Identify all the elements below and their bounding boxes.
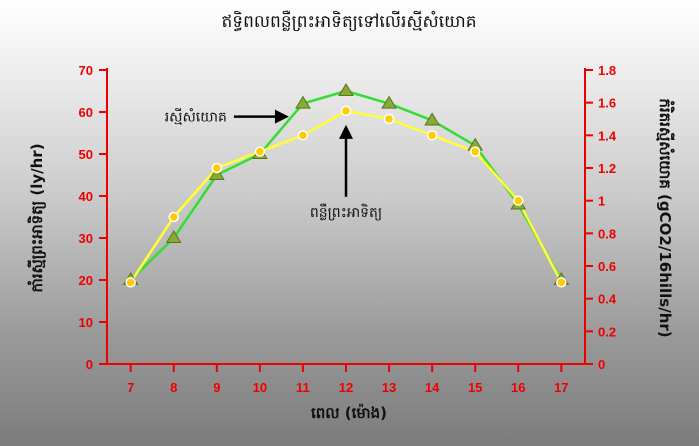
data-point bbox=[338, 83, 354, 97]
y-tick-label-left: 40 bbox=[79, 189, 93, 204]
y-tick-label-right: 1.8 bbox=[598, 63, 616, 78]
x-tick-label: 10 bbox=[253, 380, 267, 395]
chart-title: ឥទ្ធិពលពន្លឺព្រះអាទិត្យទៅលើរស្មីសំយោគ bbox=[222, 10, 477, 32]
axes: 0 10 20 30 40 50 60 70 0 0.2 0.4 0.6 0.8 1 1.2 1.4 1.6 1.… bbox=[79, 63, 617, 395]
y-tick-label-right: 0.4 bbox=[598, 292, 617, 307]
y-tick-label-left: 10 bbox=[79, 315, 93, 330]
data-point bbox=[424, 112, 441, 126]
x-tick-label: 16 bbox=[511, 380, 525, 395]
y-tick-label-left: 30 bbox=[79, 231, 93, 246]
data-point bbox=[211, 162, 223, 174]
data-point bbox=[295, 95, 311, 109]
data-point bbox=[383, 113, 395, 125]
data-point bbox=[168, 211, 179, 223]
data-point bbox=[297, 130, 309, 141]
y-axis-label-right: កំរិតរស្មីសំយោគ (gCO2/16hills/hr) bbox=[656, 98, 675, 337]
data-point bbox=[513, 195, 524, 206]
data-point bbox=[208, 167, 225, 181]
y-tick-label-left: 0 bbox=[86, 357, 93, 372]
x-tick-label: 14 bbox=[425, 380, 440, 395]
data-point bbox=[426, 130, 438, 141]
x-axis-label: ពេល (ម៉ោង) bbox=[311, 403, 387, 422]
annotation-arrow-head bbox=[339, 124, 353, 139]
y-tick-label-right: 1 bbox=[598, 194, 605, 209]
y-tick-label-right: 0.6 bbox=[598, 259, 616, 274]
y-tick-label-right: 0.8 bbox=[598, 226, 616, 241]
data-point bbox=[469, 146, 481, 157]
x-tick-label: 13 bbox=[382, 380, 396, 395]
y-tick-label-right: 0.2 bbox=[598, 324, 616, 339]
x-tick-label: 7 bbox=[127, 380, 134, 395]
x-tick-label: 12 bbox=[339, 380, 353, 395]
annotation-label: រស្មីសំយោគ bbox=[165, 108, 227, 126]
data-point bbox=[165, 230, 182, 244]
y-tick-label-left: 50 bbox=[79, 147, 93, 162]
y-tick-label-right: 1.4 bbox=[598, 128, 617, 143]
y-tick-label-right: 1.6 bbox=[598, 96, 616, 111]
y-axis-label-left: កាំរស្មីព្រះអាទិត្យ (ly/hr) bbox=[27, 143, 46, 292]
x-tick-label: 11 bbox=[296, 380, 310, 395]
y-tick-label-left: 60 bbox=[79, 105, 93, 120]
data-point bbox=[125, 277, 136, 288]
annotations-layer: រស្មីសំយោគពន្លឺព្រះអាទិត្យ bbox=[165, 108, 382, 221]
y-tick-label-right: 1.2 bbox=[598, 161, 616, 176]
x-tick-label: 17 bbox=[554, 380, 568, 395]
y-tick-label-left: 20 bbox=[79, 273, 93, 288]
annotation-label: ពន្លឺព្រះអាទិត្យ bbox=[310, 203, 382, 221]
y-tick-label-left: 70 bbox=[79, 63, 93, 78]
data-point bbox=[340, 105, 352, 117]
data-point bbox=[254, 146, 266, 157]
x-tick-label: 9 bbox=[213, 380, 220, 395]
series-layer bbox=[122, 83, 570, 288]
data-point bbox=[381, 95, 397, 109]
annotation-arrow-head bbox=[274, 109, 289, 124]
x-tick-label: 8 bbox=[170, 380, 177, 395]
x-tick-label: 15 bbox=[468, 380, 482, 395]
data-point bbox=[556, 277, 567, 288]
y-tick-label-right: 0 bbox=[598, 357, 605, 372]
